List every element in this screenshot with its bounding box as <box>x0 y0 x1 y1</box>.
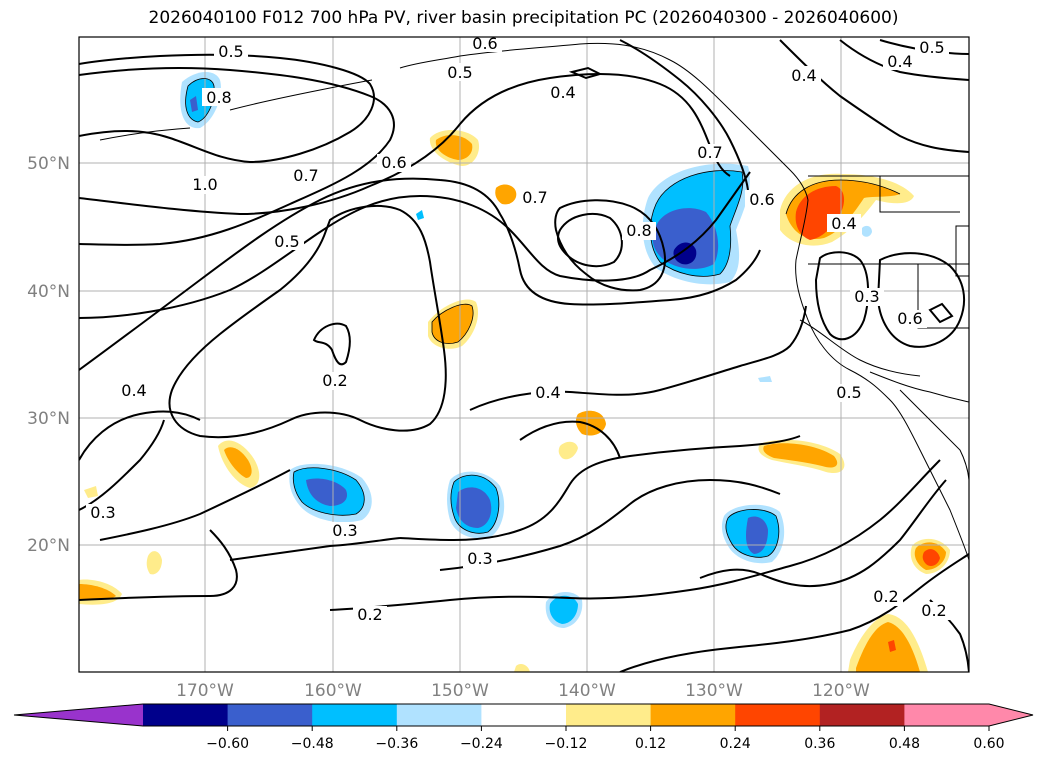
anomaly-blob <box>763 443 838 468</box>
colorbar-swatch <box>566 704 652 726</box>
contour-label: 0.6 <box>472 34 497 53</box>
colorbar-outline <box>13 703 1034 727</box>
contour-label: 0.8 <box>206 88 231 107</box>
lat-label-40n: 40°N <box>27 282 70 302</box>
contour-label: 0.7 <box>293 166 318 185</box>
anomaly-blob <box>146 551 162 575</box>
contour-label: 0.2 <box>322 371 347 390</box>
plot-area: 0.5 0.6 0.5 0.4 0.8 0.4 0.5 0.4 1.0 0.7 … <box>79 34 969 672</box>
colorbar-tick-label: 0.24 <box>720 736 751 752</box>
lat-label-30n: 30°N <box>27 409 70 429</box>
contour-label: 0.4 <box>121 381 146 400</box>
lon-label-130w: 130°W <box>685 681 743 701</box>
anomaly-blob <box>79 584 116 600</box>
colorbar-tick-label: −0.24 <box>460 736 503 752</box>
gridlines <box>79 37 969 672</box>
colorbar-under-triangle <box>14 704 143 726</box>
anomaly-blob <box>84 486 98 498</box>
coastlines <box>99 42 969 561</box>
contour-label: 0.4 <box>831 214 856 233</box>
lat-label-50n: 50°N <box>27 154 70 174</box>
colorbar-tick-label: 0.60 <box>973 736 1004 752</box>
contour-label: 0.4 <box>887 52 912 71</box>
colorbar-swatch <box>481 704 567 726</box>
anomaly-blob <box>416 210 424 220</box>
anomaly-blob <box>758 376 772 382</box>
contour-labels: 0.5 0.6 0.5 0.4 0.8 0.4 0.5 0.4 1.0 0.7 … <box>86 34 951 624</box>
colorbar-over-triangle <box>989 704 1033 726</box>
colorbar-swatch <box>904 704 990 726</box>
anomaly-blob <box>306 478 348 506</box>
longitude-labels: 170°W 160°W 150°W 140°W 130°W 120°W <box>176 681 870 701</box>
latitude-labels: 50°N 40°N 30°N 20°N <box>27 154 70 556</box>
anomaly-blob <box>862 225 872 237</box>
contour-label: 1.0 <box>192 175 217 194</box>
anomaly-blob <box>514 664 530 672</box>
contour-label: 0.2 <box>921 601 946 620</box>
colorbar-swatch <box>650 704 736 726</box>
lon-label-170w: 170°W <box>176 681 234 701</box>
anomaly-blob <box>888 640 896 652</box>
contour-label: 0.6 <box>897 309 922 328</box>
contour-label: 0.4 <box>550 83 575 102</box>
anomaly-blob <box>558 441 578 460</box>
anomaly-blob <box>495 184 517 205</box>
contour-label: 0.3 <box>332 521 357 540</box>
colorbar-tick-label: 0.48 <box>889 736 920 752</box>
contour-label: 0.6 <box>381 153 406 172</box>
contour-label: 0.4 <box>535 383 560 402</box>
colorbar: −0.60 −0.48 −0.36 −0.24 −0.12 0.12 0.24 0.36 0.4… <box>13 703 1034 752</box>
contour-label: 0.3 <box>90 503 115 522</box>
contour-label: 0.7 <box>697 143 722 162</box>
anomaly-outlines <box>185 78 901 558</box>
contour-label: 0.2 <box>873 587 898 606</box>
contour-label: 0.2 <box>357 605 382 624</box>
map-title: 2026040100 F012 700 hPa PV, river basin … <box>148 8 899 28</box>
contour-label: 0.8 <box>626 221 651 240</box>
lon-label-160w: 160°W <box>304 681 362 701</box>
colorbar-tick-label: 0.12 <box>635 736 666 752</box>
contour-label: 0.5 <box>218 42 243 61</box>
lon-label-150w: 150°W <box>431 681 489 701</box>
colorbar-tick-label: −0.60 <box>206 736 249 752</box>
colorbar-tick-label: 0.36 <box>804 736 835 752</box>
contour-label: 0.3 <box>854 287 879 306</box>
contour-label: 0.5 <box>274 232 299 251</box>
colorbar-tick-label: −0.48 <box>291 736 334 752</box>
colorbar-tick-label: −0.12 <box>545 736 588 752</box>
contour-label: 0.5 <box>919 38 944 57</box>
plot-frame <box>78 36 970 673</box>
colorbar-swatch <box>227 704 313 726</box>
lon-label-120w: 120°W <box>812 681 870 701</box>
contour-label: 0.5 <box>836 383 861 402</box>
lon-label-140w: 140°W <box>558 681 616 701</box>
anomaly-blob <box>224 447 252 478</box>
contour-label: 0.6 <box>749 190 774 209</box>
colorbar-tick-label: −0.36 <box>375 736 418 752</box>
contour-label: 0.7 <box>522 188 547 207</box>
colorbar-swatch <box>143 704 229 726</box>
anomaly-blob <box>549 595 578 624</box>
lat-label-20n: 20°N <box>27 536 70 556</box>
anomaly-blob <box>922 549 940 566</box>
anomaly-blob <box>856 622 920 672</box>
contour-label: 0.5 <box>447 63 472 82</box>
anomaly-blob <box>673 242 697 265</box>
anomaly-blob <box>456 487 492 528</box>
anomaly-blob <box>190 96 198 112</box>
colorbar-swatch <box>819 704 905 726</box>
contour-label: 0.3 <box>467 549 492 568</box>
anomaly-blob <box>652 208 719 269</box>
colorbar-swatch <box>396 704 482 726</box>
colorbar-swatch <box>735 704 821 726</box>
colorbar-swatch <box>312 704 398 726</box>
contour-label: 0.4 <box>791 66 816 85</box>
